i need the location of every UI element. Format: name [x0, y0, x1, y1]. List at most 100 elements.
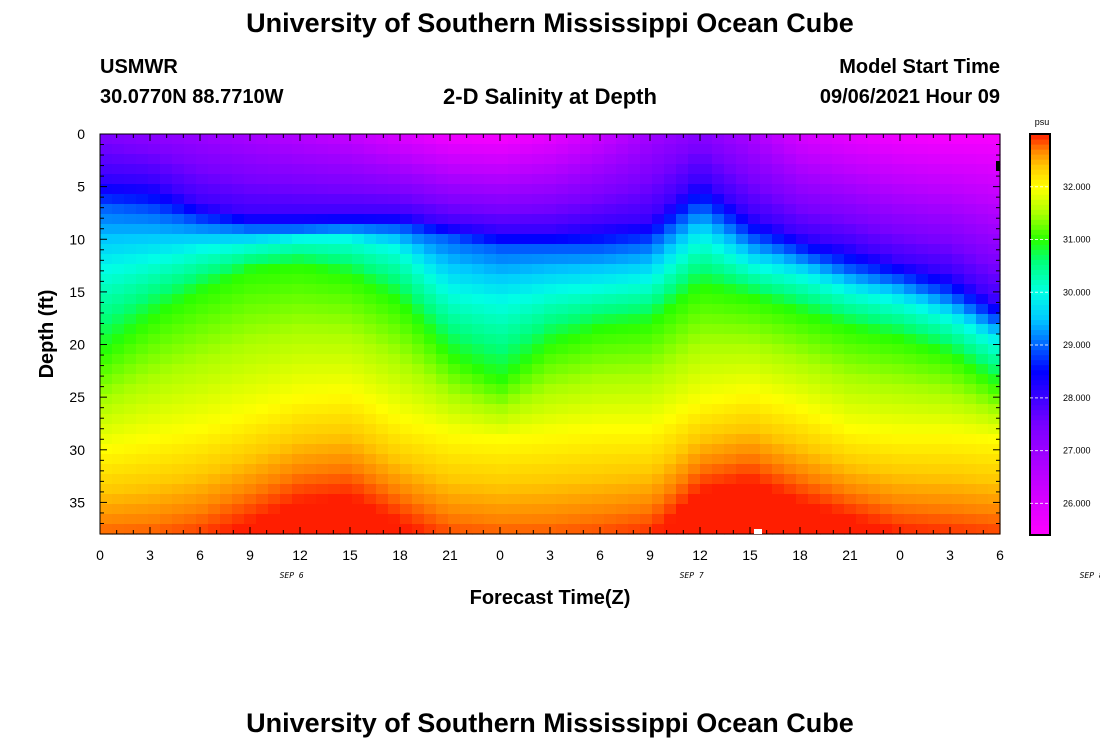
heatmap-cell [712, 294, 725, 305]
heatmap-cell [232, 484, 245, 495]
heatmap-cell [184, 284, 197, 295]
heatmap-cell [520, 334, 533, 345]
heatmap-cell [616, 364, 629, 375]
heatmap-cell [580, 454, 593, 465]
heatmap-cell [472, 474, 485, 485]
heatmap-cell [700, 304, 713, 315]
heatmap-cell [304, 334, 317, 345]
heatmap-cell [304, 494, 317, 505]
heatmap-cell [316, 234, 329, 245]
heatmap-cell [892, 224, 905, 235]
heatmap-cell [196, 234, 209, 245]
heatmap-cell [460, 514, 473, 525]
heatmap-cell [808, 164, 821, 175]
heatmap-cell [808, 134, 821, 145]
heatmap-cell [616, 464, 629, 475]
heatmap-cell [640, 344, 653, 355]
heatmap-cell [700, 384, 713, 395]
heatmap-cell [592, 474, 605, 485]
heatmap-cell [688, 304, 701, 315]
heatmap-cell [376, 244, 389, 255]
heatmap-cell [208, 244, 221, 255]
heatmap-cell [436, 394, 449, 405]
heatmap-cell [496, 144, 509, 155]
heatmap-cell [160, 454, 173, 465]
heatmap-cell [928, 154, 941, 165]
heatmap-cell [736, 434, 749, 445]
heatmap-cell [436, 404, 449, 415]
heatmap-cell [604, 394, 617, 405]
heatmap-cell [676, 194, 689, 205]
heatmap-cell [448, 434, 461, 445]
heatmap-cell [724, 404, 737, 415]
heatmap-cell [916, 484, 929, 495]
heatmap-cell [484, 444, 497, 455]
date-label: SEP 7 [680, 571, 704, 580]
heatmap-cell [676, 274, 689, 285]
heatmap-cell [184, 234, 197, 245]
heatmap-cell [364, 164, 377, 175]
heatmap-cell [436, 284, 449, 295]
heatmap-cell [376, 374, 389, 385]
heatmap-cell [964, 164, 977, 175]
colorbar-band [1030, 219, 1050, 225]
heatmap-cell [292, 204, 305, 215]
heatmap-cell [472, 364, 485, 375]
heatmap-cell [628, 394, 641, 405]
heatmap-cell [796, 384, 809, 395]
heatmap-cell [748, 514, 761, 525]
heatmap-cell [508, 154, 521, 165]
heatmap-cell [244, 354, 257, 365]
heatmap-cell [448, 394, 461, 405]
heatmap-cell [964, 334, 977, 345]
heatmap-cell [760, 484, 773, 495]
colorbar-band [1030, 269, 1050, 275]
heatmap-cell [688, 354, 701, 365]
heatmap-cell [136, 144, 149, 155]
heatmap-cell [616, 204, 629, 215]
heatmap-cell [928, 384, 941, 395]
heatmap-cell [568, 194, 581, 205]
heatmap-cell [376, 504, 389, 515]
heatmap-cell [892, 374, 905, 385]
heatmap-cell [700, 194, 713, 205]
heatmap-cell [544, 324, 557, 335]
heatmap-cell [580, 194, 593, 205]
heatmap-cell [568, 464, 581, 475]
heatmap-cell [916, 224, 929, 235]
heatmap-cell [676, 504, 689, 515]
station-name: USMWR [100, 56, 178, 78]
heatmap-cell [184, 134, 197, 145]
heatmap-cell [244, 294, 257, 305]
heatmap-cell [292, 144, 305, 155]
heatmap-cell [748, 214, 761, 225]
heatmap-cell [784, 514, 797, 525]
heatmap-cell [184, 194, 197, 205]
heatmap-cell [952, 254, 965, 265]
heatmap-cell [748, 504, 761, 515]
heatmap-cell [376, 234, 389, 245]
heatmap-cell [268, 144, 281, 155]
heatmap-cell [364, 324, 377, 335]
heatmap-cell [280, 434, 293, 445]
heatmap-cell [988, 494, 1001, 505]
heatmap-cell [388, 234, 401, 245]
heatmap-cell [580, 204, 593, 215]
heatmap-cell [520, 514, 533, 525]
heatmap-cell [376, 164, 389, 175]
heatmap-cell [520, 384, 533, 395]
heatmap-cell [580, 374, 593, 385]
heatmap-cell [856, 234, 869, 245]
heatmap-cell [688, 344, 701, 355]
heatmap-cell [100, 354, 113, 365]
heatmap-cell [856, 184, 869, 195]
heatmap-cell [568, 164, 581, 175]
heatmap-cell [244, 284, 257, 295]
heatmap-cell [688, 284, 701, 295]
heatmap-cell [292, 474, 305, 485]
heatmap-cell [424, 164, 437, 175]
heatmap-cell [424, 344, 437, 355]
heatmap-cell [340, 204, 353, 215]
heatmap-cell [280, 374, 293, 385]
